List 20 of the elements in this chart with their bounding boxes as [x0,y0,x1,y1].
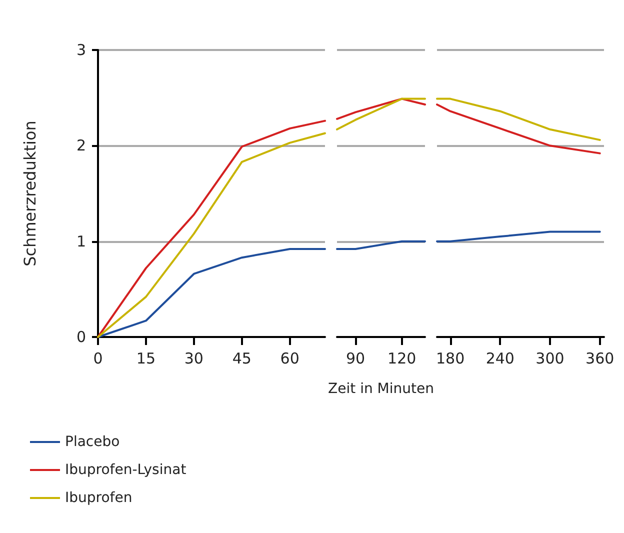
x-tick-label: 240 [486,350,514,368]
x-tick-label: 60 [280,350,300,368]
x-tick-label: 180 [436,350,465,368]
y-tick-label: 1 [76,232,86,250]
x-tick-label: 120 [388,350,416,368]
legend-label: Ibuprofen [65,490,132,506]
y-axis-title: Schmerzreduktion [20,120,40,266]
x-tick-label: 300 [536,350,564,368]
legend-label: Ibuprofen-Lysinat [65,462,187,478]
legend-label: Placebo [65,434,120,450]
x-axis-title: Zeit in Minuten [328,381,434,397]
x-tick-label: 360 [586,350,614,368]
x-tick-label: 90 [346,350,366,368]
y-tick-label: 3 [76,41,86,59]
y-tick-label: 2 [76,136,86,155]
y-tick-label: 0 [76,328,86,346]
x-tick-label: 45 [232,350,252,368]
x-tick-label: 0 [93,350,103,368]
x-tick-label: 15 [136,350,156,368]
x-tick-label: 30 [184,350,204,368]
